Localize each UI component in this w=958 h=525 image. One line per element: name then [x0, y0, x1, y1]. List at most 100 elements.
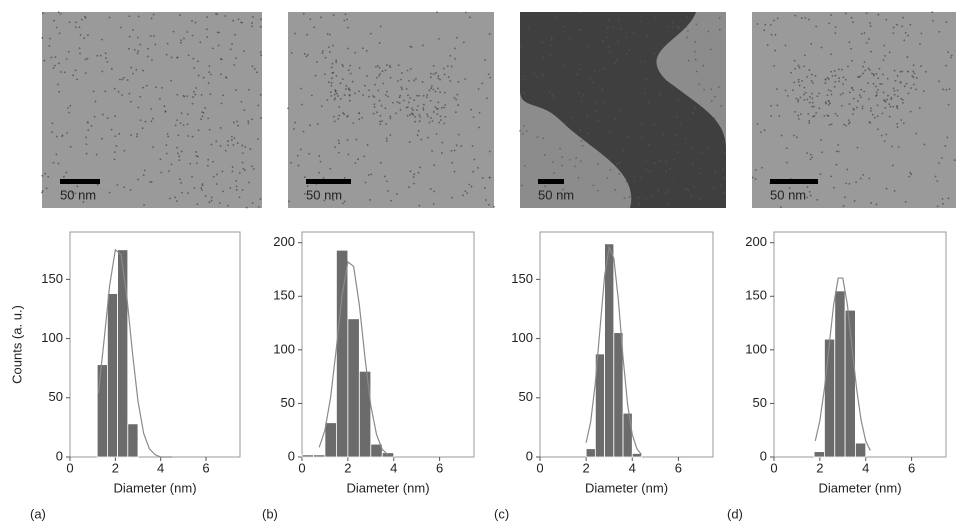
particle	[300, 87, 302, 90]
particle	[574, 165, 576, 168]
particle	[335, 75, 338, 77]
particle	[101, 137, 103, 140]
particle	[714, 170, 716, 173]
particle	[478, 111, 481, 114]
particle	[337, 139, 340, 142]
particle	[597, 189, 599, 192]
particle	[399, 94, 402, 97]
particle	[132, 29, 134, 31]
particle	[654, 16, 657, 19]
particle	[870, 50, 872, 53]
particle	[207, 82, 210, 84]
particle	[813, 114, 816, 117]
particle	[413, 173, 416, 176]
particle	[440, 151, 443, 154]
particle	[773, 19, 775, 22]
particle	[92, 192, 95, 195]
particle	[51, 122, 54, 125]
particle	[180, 112, 183, 115]
particle	[366, 75, 368, 78]
particle	[852, 107, 855, 110]
particle	[152, 146, 154, 148]
particle	[349, 64, 352, 67]
particle	[950, 56, 952, 59]
scale-label: 50 nm	[538, 187, 574, 202]
particle	[376, 111, 378, 114]
particle	[418, 204, 421, 207]
particle	[82, 200, 85, 203]
particle	[181, 191, 184, 194]
particle	[812, 115, 814, 118]
particle	[811, 101, 814, 104]
particle	[614, 117, 616, 120]
particle	[416, 134, 419, 136]
particle	[945, 21, 948, 24]
particle	[136, 133, 138, 135]
particle	[890, 98, 893, 101]
particle	[333, 93, 336, 96]
particle	[521, 184, 523, 187]
particle	[396, 101, 399, 104]
particle	[68, 21, 71, 24]
particle	[412, 113, 415, 116]
particle	[754, 178, 757, 180]
particle	[606, 177, 609, 180]
particle	[800, 113, 802, 116]
particle	[237, 124, 239, 127]
particle	[713, 186, 715, 189]
particle	[187, 192, 190, 195]
particle	[808, 122, 811, 124]
particle	[121, 78, 124, 81]
particle	[602, 101, 605, 104]
particle	[814, 75, 817, 77]
particle	[408, 114, 411, 116]
particle	[236, 142, 239, 145]
x-tick-label: 0	[66, 460, 73, 475]
particle	[216, 173, 218, 176]
particle	[442, 67, 445, 70]
particle	[481, 177, 484, 179]
bar	[117, 249, 129, 458]
particle	[812, 105, 815, 108]
particle	[847, 122, 850, 125]
particle	[883, 140, 886, 143]
particle	[205, 28, 208, 31]
particle	[65, 58, 68, 60]
bar	[358, 370, 372, 458]
x-tick-label: 0	[536, 460, 543, 475]
particle	[860, 88, 863, 91]
particle	[826, 94, 829, 97]
particle	[844, 12, 847, 15]
particle	[561, 156, 563, 159]
particle	[328, 33, 331, 36]
particle	[703, 88, 705, 91]
particle	[699, 198, 701, 201]
particle	[378, 75, 381, 77]
particle	[911, 75, 914, 78]
particle	[904, 201, 907, 203]
particle	[691, 147, 693, 150]
particle	[150, 108, 153, 110]
particle	[876, 115, 879, 118]
particle	[901, 70, 904, 73]
particle	[578, 12, 581, 14]
particle	[241, 152, 244, 155]
particle	[400, 78, 402, 81]
x-tick-label: 2	[583, 460, 590, 475]
particle	[552, 95, 555, 97]
particle	[45, 187, 48, 190]
particle	[374, 65, 377, 68]
particle	[369, 32, 372, 35]
particle	[473, 158, 476, 161]
particle	[637, 196, 640, 199]
particle	[142, 69, 144, 72]
particle	[343, 176, 346, 179]
particle	[209, 93, 212, 96]
particle	[106, 117, 109, 120]
particle	[114, 135, 117, 138]
particle	[290, 51, 293, 54]
particle	[378, 66, 381, 69]
particle	[153, 35, 155, 37]
particle	[160, 86, 163, 89]
particle	[885, 187, 888, 190]
